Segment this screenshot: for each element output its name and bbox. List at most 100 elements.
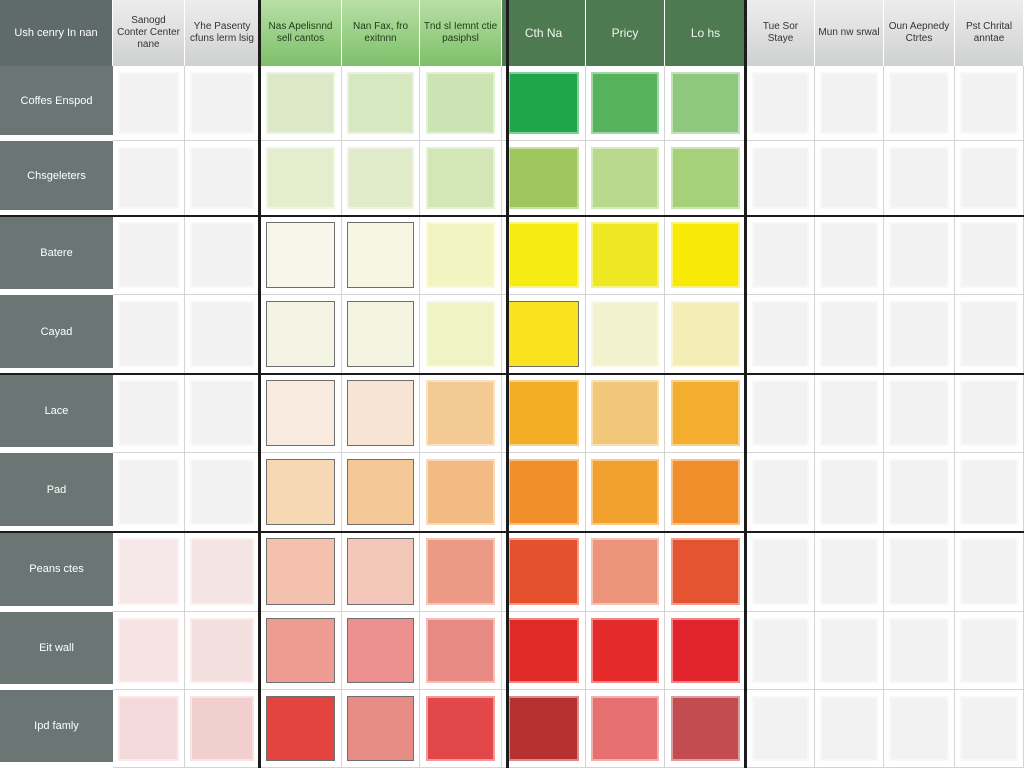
heatmap-cell: [502, 216, 586, 295]
heatmap-swatch-r4-c7: [591, 301, 659, 367]
heatmap-swatch-r4-c6: [507, 301, 580, 367]
heatmap-cell: [884, 690, 955, 768]
heatmap-cell: [420, 216, 502, 295]
heatmap-swatch-r2-c5: [425, 146, 496, 210]
row-label-3: Batere: [0, 216, 113, 295]
heatmap-cell: [260, 690, 342, 768]
heatmap-swatch-r5-c5: [425, 380, 496, 446]
heatmap-swatch-r1-c8: [670, 71, 741, 135]
heatmap-cell: [260, 216, 342, 295]
heatmap-swatch-r1-c6: [507, 71, 580, 135]
heatmap-cell: [955, 295, 1024, 374]
heatmap-cell: [665, 532, 747, 612]
heatmap-swatch-r4-c5: [425, 301, 496, 367]
heatmap-swatch-r1-c4: [347, 71, 414, 135]
heatmap-cell: [665, 453, 747, 532]
heatmap-swatch-r3-c6: [507, 222, 580, 288]
heatmap-cell: [586, 141, 665, 216]
heatmap-cell: [747, 532, 815, 612]
heatmap-swatch-r3-c4: [347, 222, 414, 288]
heatmap-swatch-r5-c11: [888, 380, 950, 446]
heatmap-swatch-r6-c7: [591, 459, 659, 525]
heatmap-cell: [884, 295, 955, 374]
heatmap-swatch-r2-c1: [117, 146, 180, 210]
heatmap-swatch-r8-c5: [425, 618, 496, 683]
heatmap-swatch-r6-c8: [670, 459, 741, 525]
heatmap-cell: [815, 612, 884, 690]
heatmap-swatch-r8-c4: [347, 618, 414, 683]
heatmap-cell: [342, 141, 420, 216]
heatmap-swatch-r9-c4: [347, 696, 414, 761]
heatmap-swatch-r2-c9: [751, 146, 810, 210]
heatmap-cell: [955, 216, 1024, 295]
heatmap-cell: [586, 216, 665, 295]
heatmap-cell: [342, 66, 420, 141]
heatmap-cell: [185, 532, 260, 612]
heatmap-cell: [586, 453, 665, 532]
heatmap-swatch-r8-c12: [959, 618, 1019, 683]
heatmap-swatch-r2-c4: [347, 146, 414, 210]
heatmap-swatch-r9-c8: [670, 696, 741, 761]
heatmap-cell: [665, 295, 747, 374]
heatmap-cell: [260, 141, 342, 216]
heatmap-swatch-r9-c1: [117, 696, 180, 761]
heatmap-cell: [665, 216, 747, 295]
heatmap-cell: [747, 690, 815, 768]
heatmap-cell: [113, 295, 185, 374]
heatmap-cell: [260, 612, 342, 690]
heatmap-swatch-r1-c1: [117, 71, 180, 135]
heatmap-cell: [113, 612, 185, 690]
heatmap-cell: [260, 295, 342, 374]
heatmap-cell: [815, 453, 884, 532]
heatmap-cell: [815, 295, 884, 374]
heatmap-swatch-r2-c7: [591, 146, 659, 210]
heatmap-cell: [815, 141, 884, 216]
heatmap-swatch-r7-c2: [190, 538, 254, 605]
heatmap-cell: [665, 374, 747, 453]
heatmap-cell: [420, 374, 502, 453]
heatmap-swatch-r1-c10: [819, 71, 879, 135]
heatmap-cell: [185, 216, 260, 295]
heatmap-swatch-r8-c3: [265, 618, 336, 683]
heatmap-swatch-r6-c2: [190, 459, 254, 525]
heatmap-swatch-r9-c12: [959, 696, 1019, 761]
heatmap-swatch-r5-c6: [507, 380, 580, 446]
heatmap-cell: [185, 690, 260, 768]
row-label-6: Pad: [0, 453, 113, 532]
heatmap-swatch-r3-c5: [425, 222, 496, 288]
heatmap-cell: [586, 374, 665, 453]
heatmap-swatch-r7-c5: [425, 538, 496, 605]
heatmap-swatch-r8-c6: [507, 618, 580, 683]
heatmap-cell: [815, 690, 884, 768]
heatmap-swatch-r6-c4: [347, 459, 414, 525]
heatmap-swatch-r6-c3: [265, 459, 336, 525]
heatmap-swatch-r7-c4: [347, 538, 414, 605]
heatmap-cell: [665, 612, 747, 690]
heatmap-swatch-r5-c2: [190, 380, 254, 446]
column-header-9: Tue Sor Staye: [747, 0, 815, 66]
heatmap-cell: [586, 690, 665, 768]
heatmap-swatch-r6-c12: [959, 459, 1019, 525]
heatmap-swatch-r7-c12: [959, 538, 1019, 605]
heatmap-cell: [185, 295, 260, 374]
heatmap-swatch-r9-c10: [819, 696, 879, 761]
heatmap-swatch-r8-c10: [819, 618, 879, 683]
heatmap-cell: [955, 141, 1024, 216]
heatmap-cell: [884, 66, 955, 141]
heatmap-cell: [747, 295, 815, 374]
heatmap-cell: [420, 690, 502, 768]
heatmap-swatch-r4-c11: [888, 301, 950, 367]
heatmap-swatch-r3-c3: [265, 222, 336, 288]
heatmap-swatch-r3-c9: [751, 222, 810, 288]
column-header-12: Pst Chrital anntae: [955, 0, 1024, 66]
heatmap-swatch-r1-c11: [888, 71, 950, 135]
heatmap-swatch-r3-c7: [591, 222, 659, 288]
heatmap-swatch-r9-c6: [507, 696, 580, 761]
column-header-8: Lo hs: [665, 0, 747, 66]
heatmap-cell: [260, 453, 342, 532]
heatmap-swatch-r9-c11: [888, 696, 950, 761]
heatmap-cell: [747, 216, 815, 295]
heatmap-swatch-r1-c9: [751, 71, 810, 135]
heatmap-cell: [955, 66, 1024, 141]
